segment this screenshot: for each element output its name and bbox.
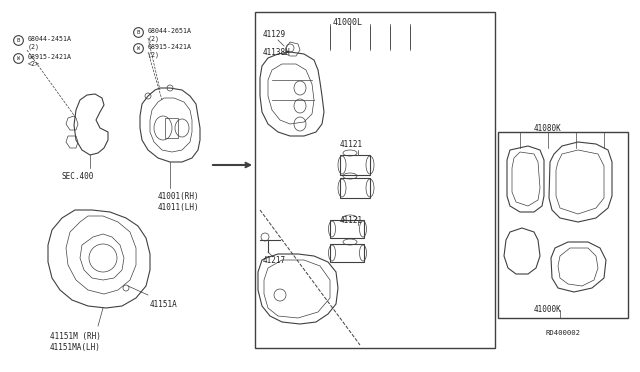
Text: 41151M (RH)
41151MA(LH): 41151M (RH) 41151MA(LH)	[50, 332, 101, 352]
Text: 41129: 41129	[263, 30, 286, 39]
Text: W: W	[17, 55, 19, 61]
Bar	[498, 132, 628, 318]
Text: 41000L: 41000L	[333, 18, 363, 27]
Text: B: B	[136, 29, 140, 35]
Text: 08915-2421A
(2): 08915-2421A (2)	[148, 44, 192, 58]
Text: 41151A: 41151A	[150, 300, 178, 309]
Text: 41121: 41121	[340, 216, 363, 225]
Text: 41000K: 41000K	[534, 305, 562, 314]
Text: RD400002: RD400002	[545, 330, 580, 336]
Text: W: W	[136, 45, 140, 51]
Text: B: B	[17, 38, 20, 42]
Text: SEC.400: SEC.400	[62, 172, 94, 181]
Text: 41001(RH)
41011(LH): 41001(RH) 41011(LH)	[158, 192, 200, 212]
Text: 08044-2451A
(2): 08044-2451A (2)	[28, 36, 72, 49]
Text: 41121: 41121	[340, 140, 363, 149]
Text: 41138H: 41138H	[263, 48, 291, 57]
Text: 08915-2421A
<2>: 08915-2421A <2>	[28, 54, 72, 67]
Text: 41217: 41217	[263, 256, 286, 265]
Text: 41080K: 41080K	[534, 124, 562, 133]
Bar	[255, 12, 495, 348]
Text: 08044-2651A
(2): 08044-2651A (2)	[148, 28, 192, 42]
